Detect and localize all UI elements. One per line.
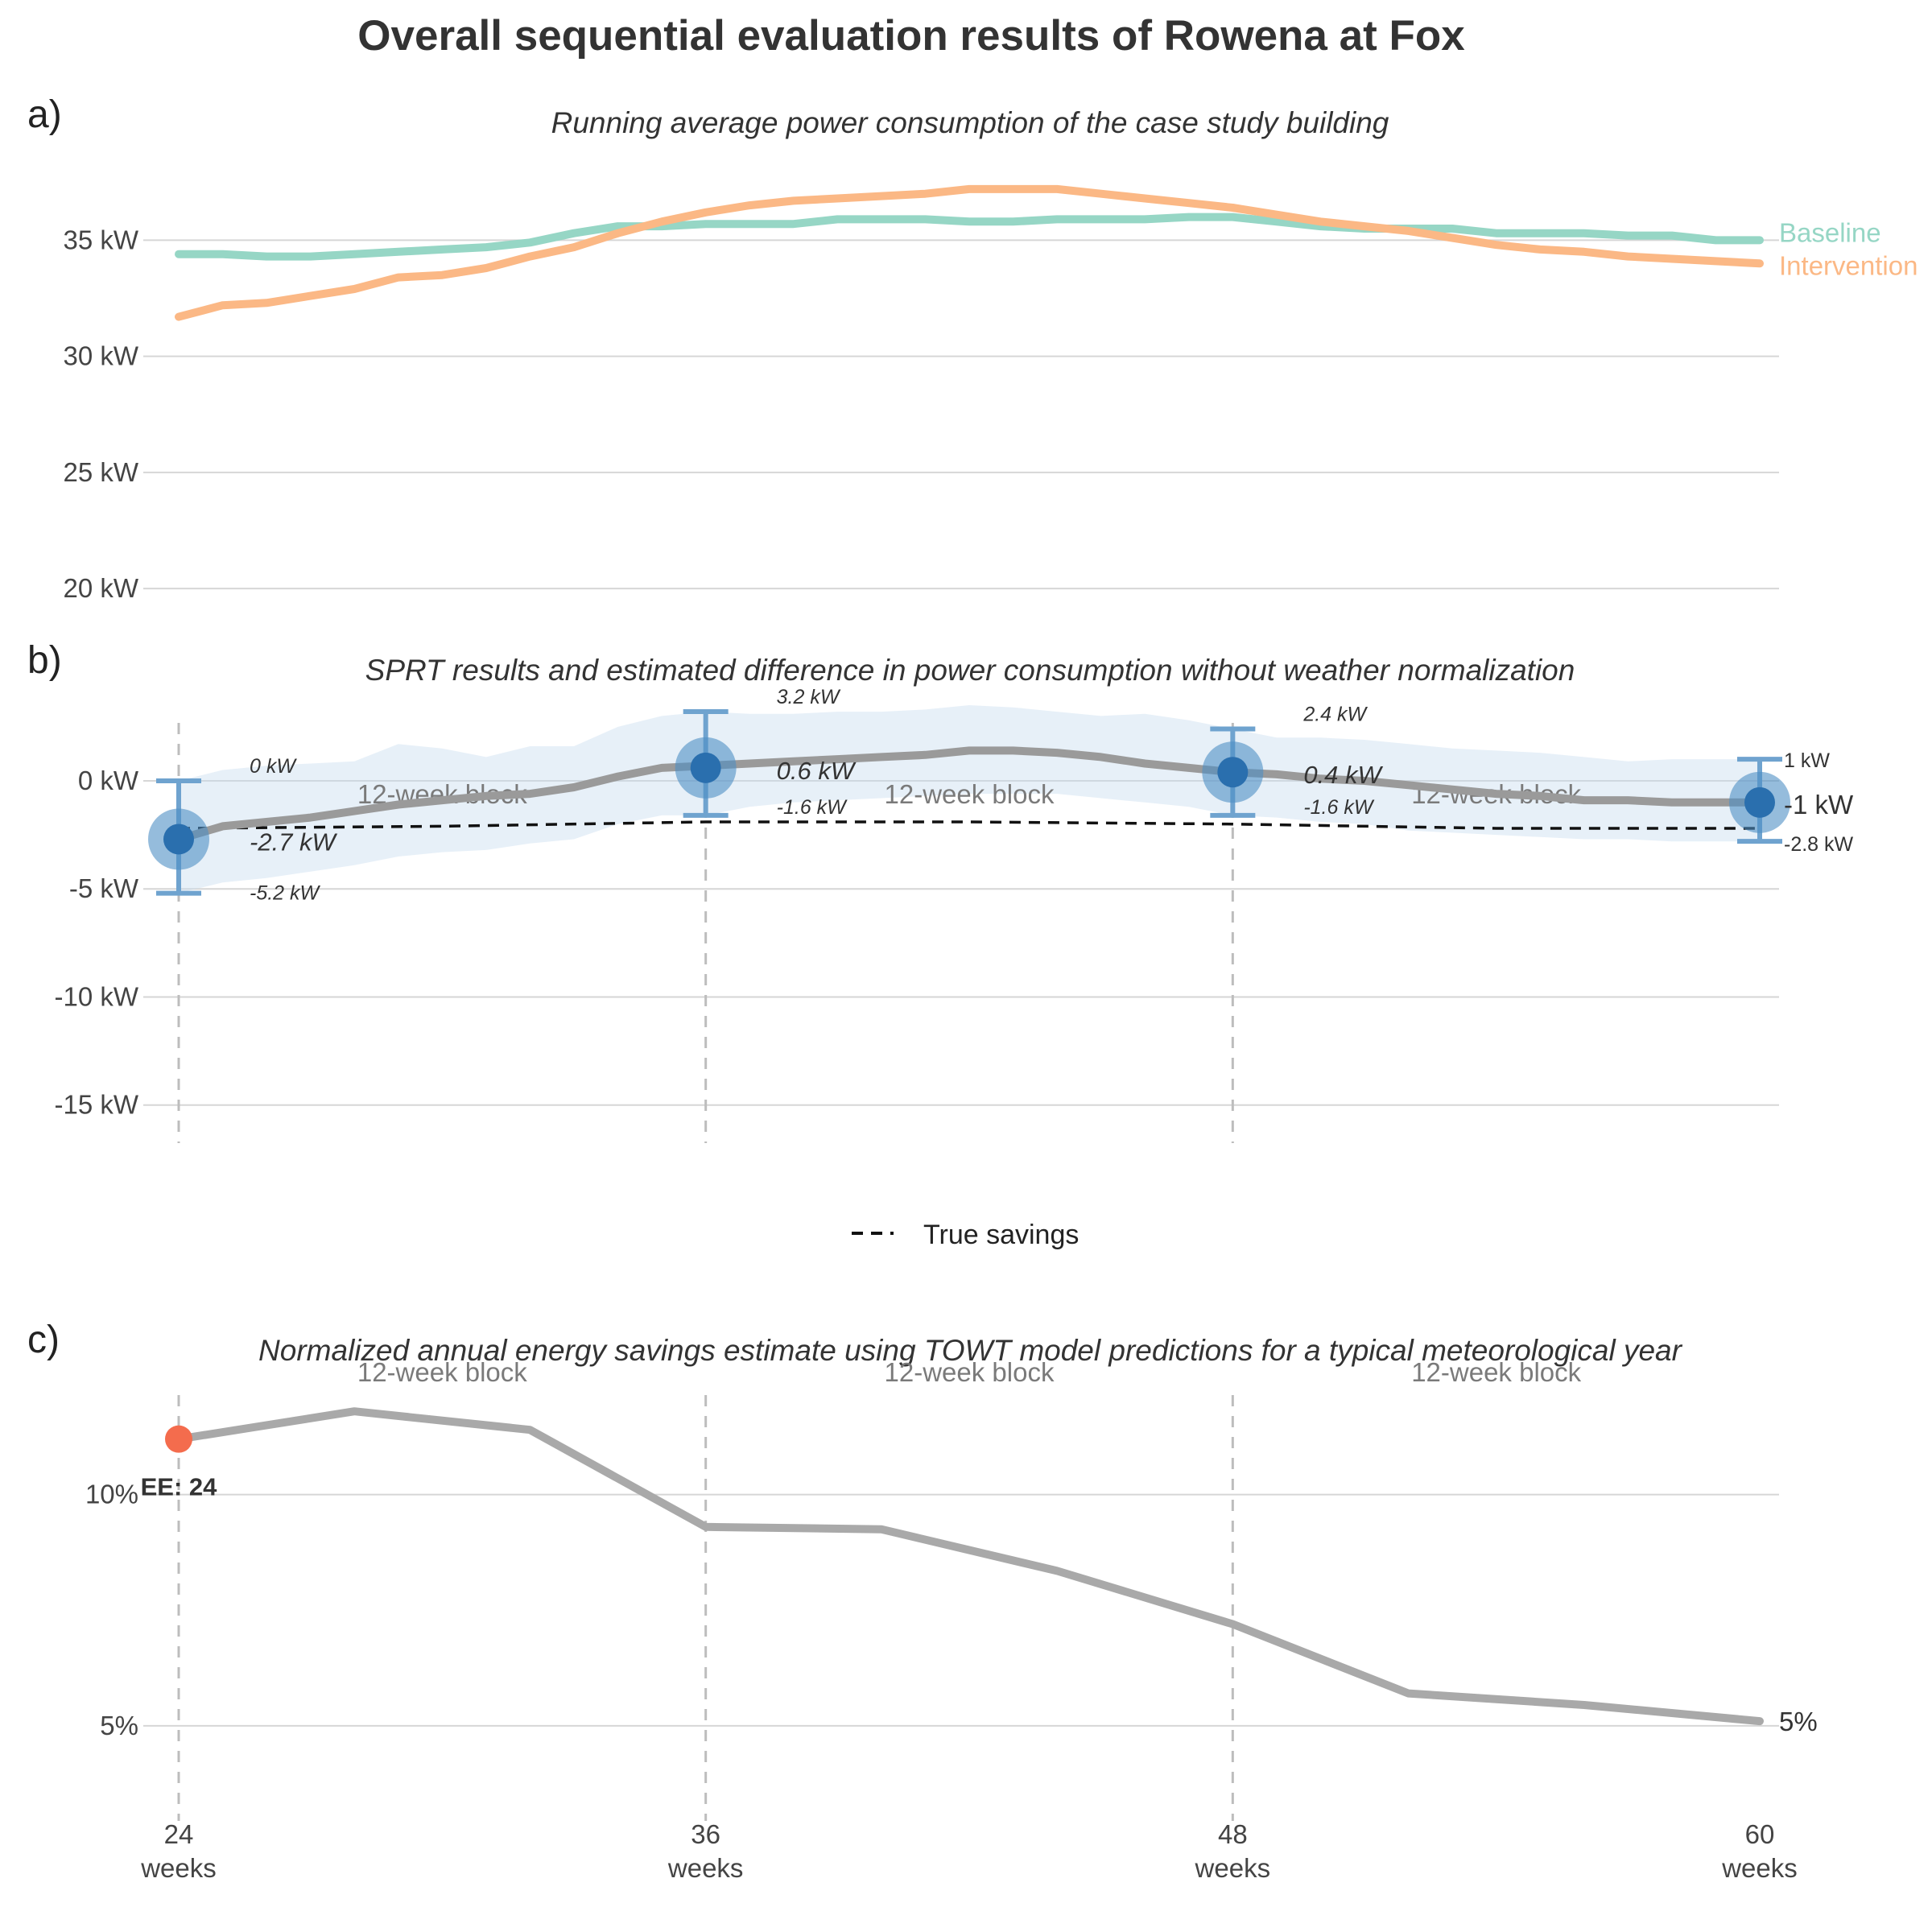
panel-b-legend: True savings [852,1220,1079,1250]
panel-c-label: c) [27,1319,60,1361]
lower-bound-label: -1.6 kW [777,796,848,819]
lower-bound-label: -1.6 kW [1303,796,1375,819]
panel-c-block-labels: 12-week block 12-week block 12-week block [357,1357,1582,1387]
panel-c-marker: EE: 24 [141,1425,218,1501]
panel-a-gridlines [143,239,1779,590]
x-tick-unit: weeks [667,1853,744,1883]
y-tick-label: -5 kW [69,873,139,903]
panel-c-yticks: 5% 10% [85,1480,138,1740]
end-value-label: 5% [1779,1707,1818,1736]
x-tick-label: 60 [1745,1819,1775,1849]
x-tick-label: 48 [1218,1819,1248,1849]
panel-b: b) SPRT results and estimated difference… [27,639,1854,1250]
x-tick-label: 36 [691,1819,720,1849]
y-tick-label: 25 kW [63,457,138,487]
checkpoint-point [690,752,721,783]
lower-bound-label: -5.2 kW [250,882,321,905]
true-savings-line [178,820,1760,830]
block-label: 12-week block [1411,1357,1581,1387]
estimate-label: -2.7 kW [250,828,338,856]
series-label-baseline: Baseline [1779,217,1881,247]
panel-b-estimate [175,746,1764,844]
y-tick-label: -10 kW [54,981,138,1011]
panel-a: a) Running average power consumption of … [27,93,1918,603]
y-tick-label: -15 kW [54,1090,138,1120]
panel-c-gridlines [143,1493,1779,1727]
early-evaluation-label: EE: 24 [141,1473,218,1501]
upper-bound-label: 2.4 kW [1302,704,1368,726]
estimate-line [175,746,1764,844]
block-label: 12-week block [885,1357,1055,1387]
chart-title: Overall sequential evaluation results of… [357,12,1465,60]
panel-a-lines [175,184,1764,321]
upper-bound-label: 3.2 kW [777,686,841,708]
panel-b-subtitle: SPRT results and estimated difference in… [365,654,1575,687]
panel-a-subtitle: Running average power consumption of the… [551,106,1389,139]
y-tick-label: 35 kW [63,225,138,254]
x-tick-unit: weeks [1721,1853,1798,1883]
panel-a-label: a) [27,93,62,136]
panel-c-vlines [177,1395,1234,1821]
confidence-ribbon [179,705,1760,894]
checkpoint-point [163,824,194,855]
checkpoint-point [1744,786,1775,818]
panel-c-line: 5% [175,1407,1818,1736]
series-label-intervention: Intervention [1779,250,1918,280]
block-label: 12-week block [357,1357,527,1387]
checkpoint-point [1217,757,1249,788]
panel-a-yticks: 20 kW 25 kW 30 kW 35 kW [63,225,138,603]
lower-bound-label: -2.8 kW [1784,833,1854,856]
panel-b-gridlines [143,779,1779,1106]
estimate-label: 0.6 kW [777,757,857,785]
upper-bound-label: 1 kW [1784,749,1830,772]
y-tick-label: 20 kW [63,573,138,603]
upper-bound-label: 0 kW [250,755,297,778]
estimate-label: 0.4 kW [1303,761,1383,789]
y-tick-label: 10% [85,1480,138,1509]
panel-c: c) Normalized annual energy savings esti… [27,1319,1818,1883]
legend-true-savings: True savings [923,1220,1079,1250]
series-line [175,184,1764,321]
x-tick-label: 24 [164,1819,194,1849]
y-tick-label: 30 kW [63,341,138,371]
block-label: 12-week block [885,779,1055,809]
y-tick-label: 5% [100,1711,138,1740]
estimate-label: -1 kW [1784,790,1854,819]
savings-line [175,1407,1764,1726]
series-line [175,213,1764,261]
x-tick-unit: weeks [1195,1853,1271,1883]
panel-b-ribbon [179,705,1760,894]
panel-b-checkpoints: -2.7 kW 0 kW -5.2 kW 0.6 kW 3.2 kW -1.6 kW 0.4… [148,686,1854,905]
y-tick-label: 0 kW [78,766,139,795]
early-evaluation-marker [165,1425,192,1453]
panel-b-true-savings [178,820,1760,830]
x-tick-unit: weeks [140,1853,217,1883]
panel-b-yticks: -15 kW -10 kW -5 kW 0 kW [54,766,138,1120]
panel-b-label: b) [27,639,62,682]
panel-c-subtitle: Normalized annual energy savings estimat… [258,1334,1683,1367]
x-axis-ticks: 24 weeks 36 weeks 48 weeks 60 weeks [140,1819,1798,1883]
